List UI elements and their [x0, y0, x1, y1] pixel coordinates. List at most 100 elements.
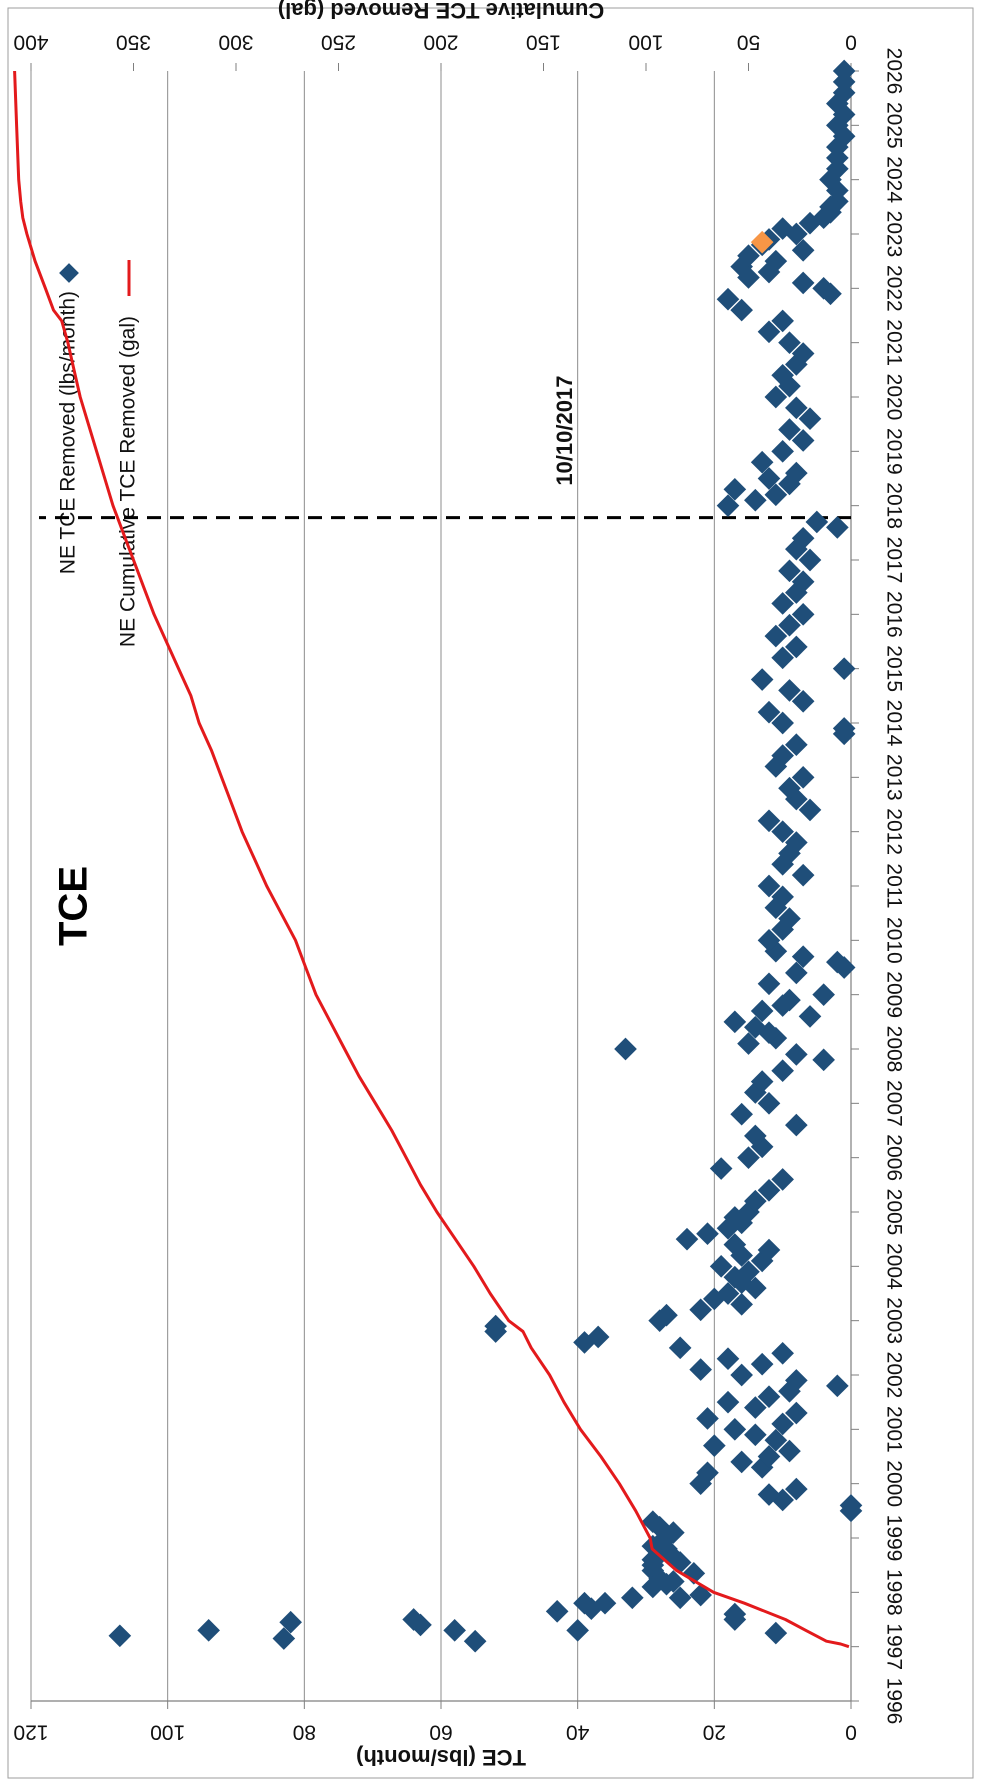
scatter-point — [730, 1102, 753, 1126]
annotation: 10/10/2017 — [39, 376, 851, 520]
scatter-point — [197, 1619, 220, 1642]
x-tick-label: 1999 — [882, 1515, 905, 1562]
scatter-point — [730, 1363, 753, 1387]
x-tick-label: 2021 — [882, 319, 905, 366]
scatter-point — [832, 657, 856, 680]
scatter-point — [812, 1048, 835, 1072]
scatter-point — [764, 1621, 788, 1645]
y-right-tick-label: 350 — [116, 30, 151, 53]
scatter-point — [696, 1222, 719, 1246]
scatter-point — [108, 1624, 132, 1648]
chart-frame — [7, 7, 974, 1779]
y-left-tick-labels: 0 20 40 60 80 100 120 — [13, 1720, 856, 1743]
scatter-point — [272, 1627, 296, 1650]
scatter-point — [723, 1010, 747, 1034]
scatter-point — [689, 1583, 712, 1607]
x-tick-label: 1998 — [882, 1569, 905, 1616]
scatter-point — [723, 1418, 747, 1441]
x-tick-label: 2003 — [882, 1297, 905, 1344]
scatter-point — [703, 1434, 726, 1457]
scatter-point — [668, 1336, 692, 1360]
legend-marker-scatter — [59, 263, 79, 283]
x-tick-label: 2005 — [882, 1189, 905, 1236]
axes — [30, 63, 859, 1709]
x-tick-label: 2022 — [882, 265, 905, 312]
scatter-point — [791, 271, 815, 295]
scatter-point — [744, 488, 767, 512]
x-tick-label: 2017 — [882, 537, 905, 584]
scatter-point — [744, 1189, 767, 1213]
gridlines — [30, 71, 715, 1701]
scatter-point — [757, 1385, 781, 1409]
chart-title: TCE — [52, 866, 96, 946]
scatter-point — [668, 1586, 692, 1610]
x-tick-label: 2025 — [882, 102, 905, 149]
x-tick-label: 2011 — [882, 863, 905, 908]
scatter-point — [771, 440, 794, 463]
x-tick-label: 2020 — [882, 374, 905, 421]
scatter-point — [771, 1059, 794, 1083]
scatter-point — [757, 972, 781, 996]
scatter-point — [689, 1358, 712, 1381]
x-tick-label: 2007 — [882, 1080, 905, 1127]
legend-label-cumulative: NE Cumulative TCE Removed (gal) — [117, 316, 140, 647]
scatter-point — [764, 1428, 788, 1452]
y-right-tick-label: 250 — [321, 30, 356, 53]
cumulative-line-series — [13, 70, 850, 1649]
scatter-point — [716, 1390, 740, 1414]
x-tick-label: 2006 — [882, 1134, 905, 1181]
y-right-tick-label: 300 — [218, 30, 253, 53]
scatter-point — [655, 1303, 678, 1327]
scatter-point — [730, 1450, 753, 1474]
x-tick-label: 2001 — [882, 1406, 905, 1453]
x-tick-label: 2015 — [882, 645, 905, 692]
y-left-tick-label: 80 — [293, 1720, 316, 1743]
scatter-point — [641, 1510, 665, 1534]
y-left-tick-label: 120 — [13, 1720, 48, 1743]
scatter-point — [785, 1113, 808, 1137]
x-tick-label: 1997 — [882, 1623, 905, 1670]
x-tick-label: 2000 — [882, 1460, 905, 1507]
y-right-tick-labels: 0 50 100 150 200 250 300 350 400 — [13, 30, 856, 53]
x-tick-label: 2010 — [882, 917, 905, 964]
scatter-point — [586, 1325, 610, 1349]
scatter-point — [545, 1600, 569, 1623]
y-axis-left-title: TCE (lbs/month) — [356, 1745, 526, 1770]
scatter-point — [689, 1298, 712, 1322]
y-right-tick-label: 100 — [628, 30, 663, 53]
scatter-point — [826, 1374, 849, 1398]
x-tick-label: 2009 — [882, 971, 905, 1018]
y-left-tick-label: 40 — [566, 1720, 589, 1743]
legend-label-scatter: NE TCE Removed (lbs/month) — [57, 291, 80, 574]
scatter-point — [463, 1629, 487, 1653]
scatter-point — [757, 1178, 781, 1202]
y-left-tick-label: 60 — [429, 1720, 452, 1743]
x-tick-label: 2004 — [882, 1243, 905, 1290]
x-tick-label: 2019 — [882, 428, 905, 475]
x-tick-label: 2026 — [882, 48, 905, 95]
x-tick-label: 1996 — [882, 1678, 905, 1725]
y-axis-right-title: Cumulative TCE Removed (gal) — [278, 0, 604, 23]
y-left-tick-label: 20 — [703, 1720, 726, 1743]
scatter-point — [791, 863, 815, 887]
y-right-tick-label: 150 — [526, 30, 561, 53]
scatter-point — [737, 1260, 760, 1284]
scatter-point — [696, 1407, 719, 1430]
scatter-point — [443, 1619, 466, 1642]
x-tick-label: 2008 — [882, 1026, 905, 1073]
x-tick-label: 2012 — [882, 808, 905, 855]
x-tick-label: 2024 — [882, 156, 905, 203]
x-tick-label: 2013 — [882, 754, 905, 801]
x-tick-label: 2023 — [882, 211, 905, 258]
scatter-point — [771, 1341, 794, 1365]
scatter-point — [737, 1146, 760, 1169]
scatter-point — [826, 516, 849, 539]
scatter-point — [614, 1037, 637, 1061]
annotation-label: 10/10/2017 — [552, 376, 577, 486]
x-tick-label: 2018 — [882, 482, 905, 529]
y-left-tick-label: 0 — [845, 1720, 857, 1743]
x-tick-label: 2002 — [882, 1352, 905, 1399]
scatter-point — [566, 1619, 589, 1642]
scatter-point — [621, 1586, 644, 1610]
